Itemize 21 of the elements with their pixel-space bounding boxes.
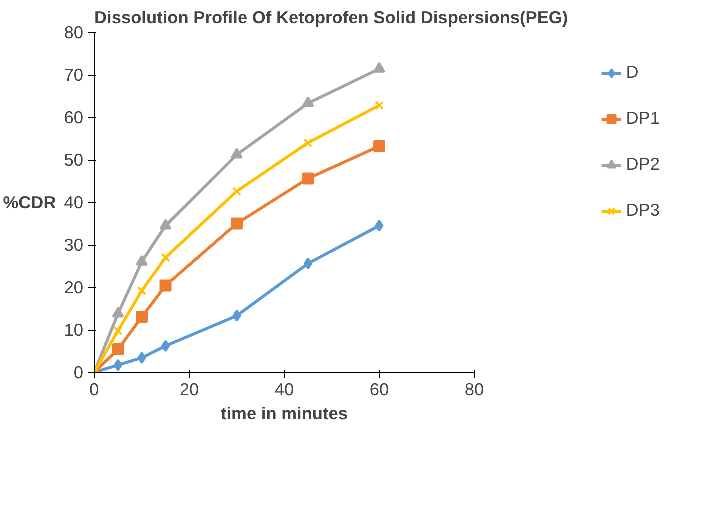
y-tick-label: 30: [64, 235, 84, 255]
x-tick-label: 0: [90, 380, 100, 400]
x-tick-label: 20: [180, 380, 200, 400]
y-tick-label: 80: [64, 22, 84, 42]
y-tick-label: 20: [64, 278, 84, 298]
legend-label: DP3: [626, 200, 660, 221]
legend-label: DP1: [626, 108, 660, 129]
y-tick-label: 70: [64, 65, 84, 85]
y-tick-label: 0: [74, 362, 84, 382]
x-tick-label: 60: [370, 380, 390, 400]
legend-label: DP2: [626, 154, 660, 175]
x-tick-label: 40: [274, 380, 294, 400]
y-axis-title: %CDR: [3, 192, 57, 212]
y-tick-label: 40: [64, 192, 84, 212]
chart-title: Dissolution Profile Of Ketoprofen Solid Dispersions(PEG): [94, 8, 568, 28]
y-tick-label: 50: [64, 150, 84, 170]
x-axis-title: time in minutes: [220, 404, 348, 424]
x-tick-label: 80: [464, 380, 484, 400]
legend-label: D: [626, 62, 640, 83]
y-tick-label: 10: [64, 320, 84, 340]
y-tick-label: 60: [64, 108, 84, 128]
